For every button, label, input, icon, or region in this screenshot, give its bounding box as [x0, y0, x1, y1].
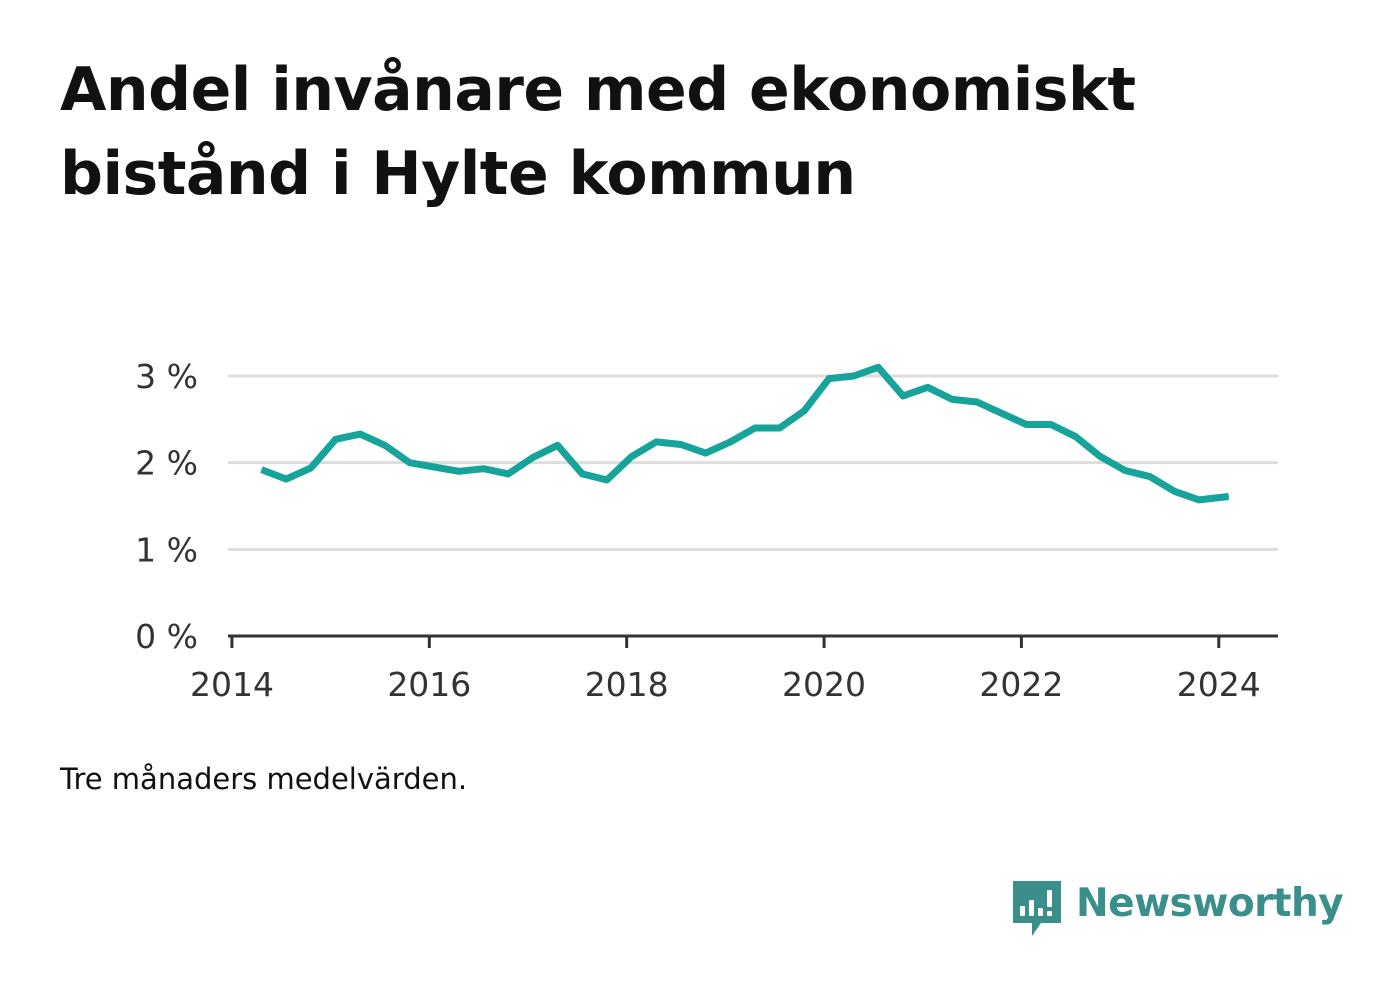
- axes: [228, 634, 1278, 648]
- data-point: [261, 469, 263, 471]
- chart-title: Andel invånare med ekonomiskt bistånd i …: [60, 55, 1136, 209]
- x-tick-label: 2018: [585, 665, 669, 704]
- data-point: [557, 444, 559, 446]
- data-point: [828, 378, 830, 380]
- data-point: [1198, 499, 1200, 501]
- data-point: [1124, 470, 1126, 471]
- data-point: [754, 427, 756, 429]
- y-axis-tick-labels: 0 % 1 % 2 % 3 %: [135, 357, 198, 656]
- data-point: [1228, 496, 1230, 497]
- data-point: [1050, 424, 1052, 425]
- data-point: [729, 441, 731, 443]
- data-point: [951, 398, 953, 400]
- data-point: [1075, 436, 1077, 438]
- data-point: [853, 375, 855, 377]
- data-point: [532, 457, 534, 458]
- brand: Newsworthy: [1010, 876, 1344, 942]
- data-point: [1025, 424, 1027, 425]
- data-point: [680, 444, 682, 445]
- data-point: [803, 410, 805, 412]
- data-point: [902, 395, 904, 397]
- newsworthy-logo-icon: [1013, 881, 1061, 936]
- line-chart: 0 % 1 % 2 % 3 % 2014 2016 2018 2020 2022 2024: [135, 357, 1278, 704]
- data-point: [779, 427, 781, 429]
- x-tick-label: 2020: [782, 665, 866, 704]
- data-point: [1173, 490, 1175, 492]
- data-point: [335, 438, 337, 440]
- y-tick-label: 2 %: [135, 444, 198, 483]
- x-tick-label: 2016: [387, 665, 471, 704]
- data-point: [1149, 476, 1151, 477]
- y-tick-label: 1 %: [135, 530, 198, 569]
- data-point: [606, 479, 608, 481]
- x-tick-label: 2014: [190, 665, 274, 704]
- data-point: [976, 401, 978, 403]
- data-point: [483, 468, 485, 470]
- y-tick-label: 3 %: [135, 357, 198, 396]
- data-point: [458, 470, 460, 472]
- y-tick-label: 0 %: [135, 617, 198, 656]
- data-point: [409, 462, 411, 464]
- data-point: [705, 452, 707, 454]
- x-tick-label: 2022: [979, 665, 1063, 704]
- data-point: [581, 473, 583, 475]
- x-tick-label: 2024: [1177, 665, 1261, 704]
- data-point: [310, 467, 312, 469]
- series-group: [260, 363, 1230, 504]
- data-point: [285, 478, 287, 480]
- series-line-0: [260, 363, 1230, 504]
- data-point: [433, 466, 435, 468]
- data-point: [877, 366, 879, 368]
- data-point: [384, 444, 386, 446]
- data-point: [631, 456, 633, 458]
- brand-name: Newsworthy: [1076, 881, 1344, 926]
- chart-note: Tre månaders medelvärden.: [60, 762, 468, 796]
- x-axis-tick-labels: 2014 2016 2018 2020 2022 2024: [190, 665, 1261, 704]
- data-point: [507, 473, 509, 475]
- data-point: [927, 386, 929, 388]
- data-point: [655, 441, 657, 443]
- data-point: [1099, 456, 1101, 458]
- gridlines: [228, 374, 1278, 551]
- data-point: [1001, 412, 1003, 414]
- data-point: [359, 433, 361, 435]
